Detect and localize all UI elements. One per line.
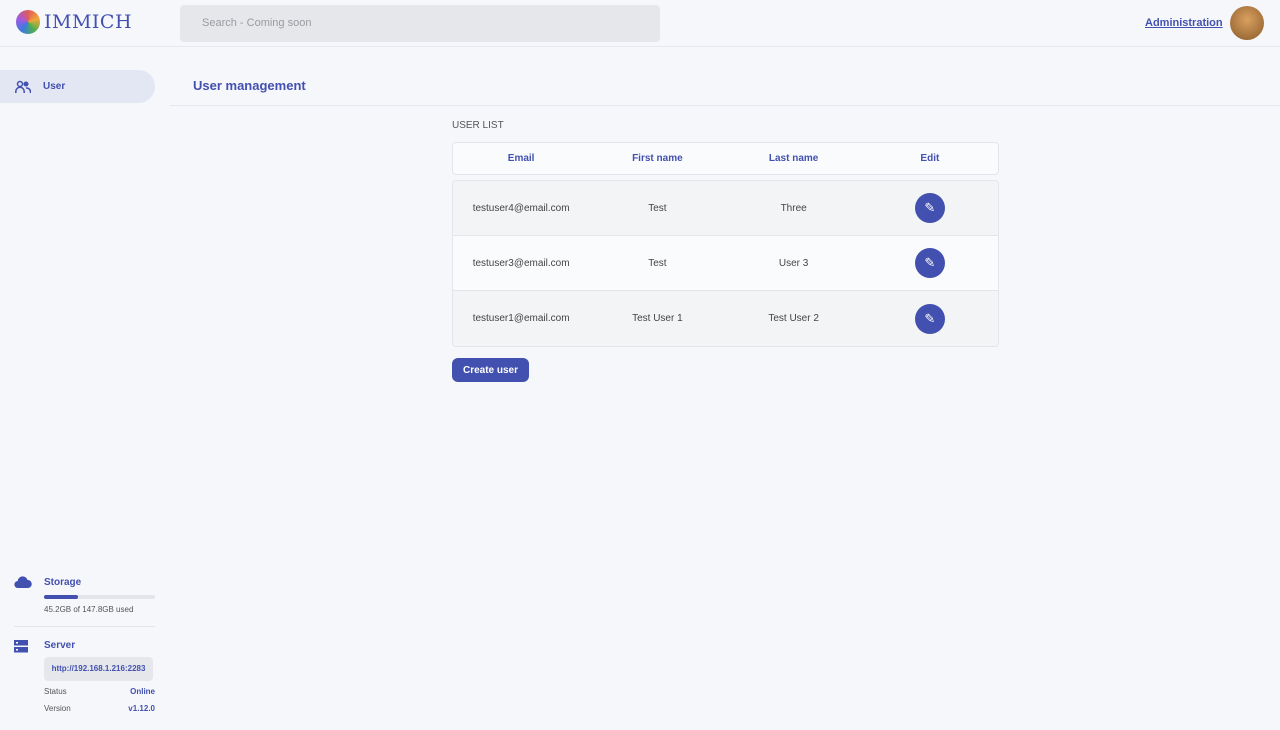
top-bar: IMMICH Search - Coming soon Administrati… <box>0 0 1280 47</box>
first-name-cell: Test <box>648 202 667 214</box>
edit-user-button[interactable]: ✎ <box>914 303 945 334</box>
status-label: Status <box>44 687 67 696</box>
pencil-icon: ✎ <box>924 255 936 270</box>
page-title: User management <box>193 78 306 93</box>
email-cell: testuser4@email.com <box>472 202 570 214</box>
search-input[interactable]: Search - Coming soon <box>180 5 660 42</box>
user-table: Email First name Last name Edit testuser… <box>452 142 999 347</box>
column-last-name: Last name <box>768 153 819 164</box>
users-icon <box>15 80 31 93</box>
avatar[interactable] <box>1230 6 1264 40</box>
storage-bar <box>44 595 155 599</box>
user-list-label: USER LIST <box>452 120 504 131</box>
version-value: v1.12.0 <box>128 704 155 713</box>
edit-user-button[interactable]: ✎ <box>914 248 945 278</box>
create-user-button[interactable]: Create user <box>452 358 529 382</box>
storage-used-text: 45.2GB of 147.8GB used <box>44 605 134 614</box>
first-name-cell: Test <box>648 257 667 269</box>
immich-logo-icon <box>16 10 40 34</box>
last-name-cell: Three <box>780 202 807 214</box>
table-row: testuser3@email.com Test User 3 ✎ <box>453 236 998 291</box>
storage-bar-fill <box>44 595 78 599</box>
status-value: Online <box>130 687 155 696</box>
divider <box>14 626 155 627</box>
sidebar-item-label: User <box>43 81 66 92</box>
sidebar-item-user[interactable]: User <box>0 70 155 103</box>
column-edit: Edit <box>920 153 940 164</box>
last-name-cell: User 3 <box>778 257 809 269</box>
table-row: testuser1@email.com Test User 1 Test Use… <box>453 291 998 346</box>
app-name: IMMICH <box>44 11 133 33</box>
column-email: Email <box>507 153 535 164</box>
pencil-icon: ✎ <box>924 200 936 215</box>
server-label: Server <box>44 640 76 651</box>
cloud-icon <box>14 576 32 589</box>
last-name-cell: Test User 2 <box>768 313 819 324</box>
administration-link[interactable]: Administration <box>1145 17 1223 29</box>
column-first-name: First name <box>632 153 683 164</box>
storage-label: Storage <box>44 577 82 588</box>
table-header: Email First name Last name Edit <box>452 142 999 175</box>
table-row: testuser4@email.com Test Three ✎ <box>453 181 998 236</box>
email-cell: testuser3@email.com <box>472 257 570 269</box>
divider <box>170 105 1280 106</box>
server-url: http://192.168.1.216:2283 <box>44 657 153 681</box>
logo[interactable]: IMMICH <box>16 10 132 34</box>
server-icon <box>14 640 28 653</box>
edit-user-button[interactable]: ✎ <box>914 193 945 223</box>
version-label: Version <box>44 704 71 713</box>
email-cell: testuser1@email.com <box>472 313 570 324</box>
first-name-cell: Test User 1 <box>632 313 683 324</box>
pencil-icon: ✎ <box>924 310 936 326</box>
